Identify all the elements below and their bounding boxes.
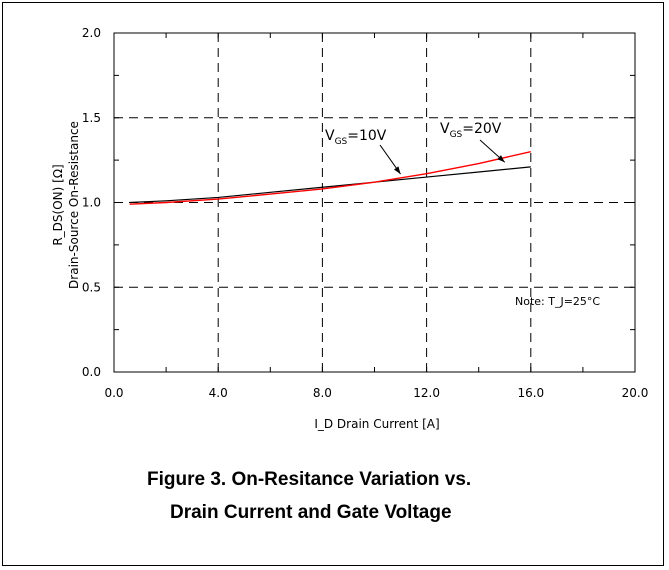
annotations: VGS=10V VGS=20V Note: T_J=25°C	[325, 121, 600, 308]
annotation-label-2: VGS=20V	[440, 121, 502, 140]
series-layer	[129, 150, 531, 205]
caption-line-2: Drain Current and Gate Voltage	[170, 502, 452, 523]
caption-line-1: Figure 3. On-Resitance Variation vs.	[147, 469, 472, 490]
x-tick-labels: 0.0 4.0 8.0 12.0 16.0 20.0	[104, 386, 648, 400]
annotation-arrowhead-1	[393, 166, 401, 175]
grid	[114, 33, 635, 372]
y-tick-label: 0.0	[82, 365, 101, 379]
y-tick-labels: 0.0 0.5 1.0 1.5 2.0	[82, 26, 101, 379]
series-line-2	[129, 150, 531, 205]
chart: 0.0 4.0 8.0 12.0 16.0 20.0 0.0 0.5 1.0 1.5 2.0 VG…	[51, 26, 648, 431]
minor-ticks	[113, 32, 636, 373]
y-tick-label: 0.5	[82, 280, 101, 294]
x-tick-label: 8.0	[313, 386, 332, 400]
x-tick-label: 16.0	[517, 386, 544, 400]
y-tick-label: 1.5	[82, 111, 101, 125]
annotation-arrowhead-2	[497, 155, 505, 163]
x-tick-label: 12.0	[413, 386, 440, 400]
annotation-label-1: VGS=10V	[325, 128, 387, 147]
x-axis-label: I_D Drain Current [A]	[314, 417, 439, 431]
x-tick-label: 0.0	[104, 386, 123, 400]
figure-frame	[2, 2, 664, 566]
note-label: Note: T_J=25°C	[515, 295, 600, 308]
x-tick-label: 20.0	[622, 386, 649, 400]
y-axis-label-line1: R_DS(ON) [Ω]	[51, 164, 65, 245]
x-tick-label: 4.0	[209, 386, 228, 400]
series-line-1	[129, 166, 531, 204]
y-tick-label: 2.0	[82, 26, 101, 40]
y-tick-label: 1.0	[82, 196, 101, 210]
y-axis-label-line2: Drain-Source On-Resistance	[67, 121, 81, 289]
